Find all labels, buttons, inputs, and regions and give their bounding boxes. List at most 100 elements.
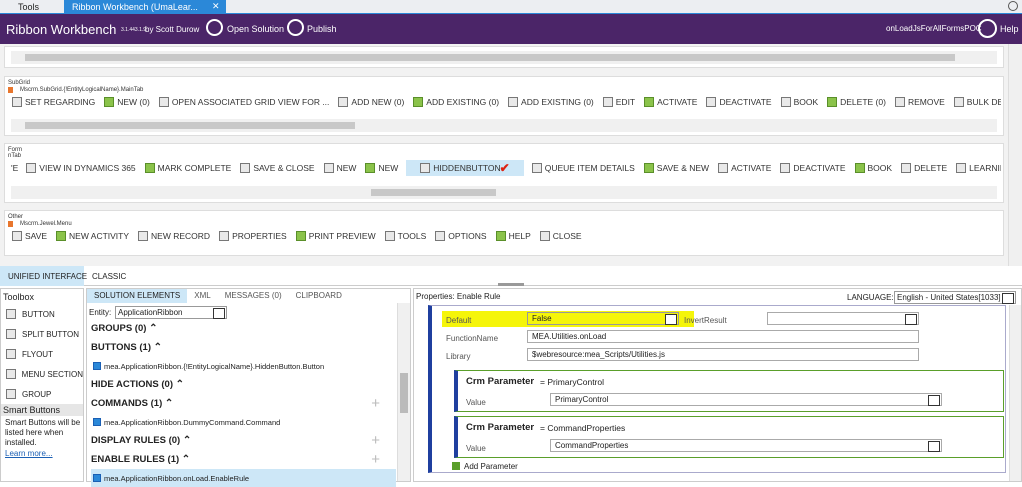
view-tab[interactable]: CLASSIC <box>92 272 127 281</box>
ribbon-button[interactable]: NEW <box>364 160 399 176</box>
menu-button[interactable] <box>1008 1 1018 11</box>
function-input[interactable]: MEA.Utilities.onLoad <box>527 330 919 343</box>
ribbon-button[interactable]: DEACTIVATE <box>779 160 846 176</box>
ribbon-button[interactable]: HIDDENBUTTON ✔ <box>406 160 524 176</box>
ribbon-button[interactable]: DELETE (0) <box>826 94 887 110</box>
solution-list: GROUPS (0) ⌃ BUTTONS (1) ⌃ mea.Application… <box>91 319 396 487</box>
ribbon-button[interactable]: ACTIVATE <box>643 94 698 110</box>
element-item[interactable]: mea.ApplicationRibbon.DummyCommand.Comma… <box>91 413 396 431</box>
open-solution[interactable]: Open Solution <box>227 24 285 34</box>
item-icon <box>93 418 101 426</box>
library-input[interactable]: $webresource:mea_Scripts/Utilities.js <box>527 348 919 361</box>
button-label: SAVE <box>25 231 48 241</box>
button-label: REMOVE <box>907 97 945 107</box>
default-select[interactable]: False <box>527 312 679 325</box>
add-button[interactable]: + <box>371 432 380 449</box>
v-scrollbar[interactable] <box>1008 44 1022 266</box>
help[interactable]: Help <box>1000 24 1019 34</box>
ribbon-button[interactable]: BULK DELETE <box>953 94 1001 110</box>
button-label: SET REGARDING <box>25 97 96 107</box>
element-item[interactable]: mea.ApplicationRibbon.{!EntityLogicalNam… <box>91 357 396 375</box>
help-icon[interactable] <box>978 19 997 38</box>
add-parameter[interactable]: Add Parameter <box>464 462 518 471</box>
ribbon-button[interactable]: ACTIVATE <box>717 160 772 176</box>
ribbon-button[interactable]: NEW ACTIVITY <box>55 228 130 244</box>
section-title: GROUPS (0) ⌃ <box>91 323 158 334</box>
language-select[interactable]: English - United States[1033] <box>894 291 1016 304</box>
ribbon-button[interactable]: OPEN ASSOCIATED GRID VIEW FOR ... <box>158 94 331 110</box>
v-scrollbar[interactable] <box>1009 305 1021 481</box>
ribbon-button[interactable]: EDIT <box>602 94 636 110</box>
ribbon-button[interactable]: VIEW IN DYNAMICS 365 <box>25 160 136 176</box>
active-tab[interactable]: Ribbon Workbench (UmaLear... ✕ <box>64 0 226 14</box>
splitter[interactable] <box>498 283 524 286</box>
ribbon-button[interactable]: NEW RECORD <box>137 228 211 244</box>
button-icon <box>384 231 395 241</box>
ribbon-button[interactable]: LEARNING PATH <box>955 160 1001 176</box>
ribbon-designer: SubGrid Mscrm.SubGrid.{!EntityLogicalNam… <box>0 44 1008 266</box>
button-label: MARK COMPLETE <box>157 163 232 173</box>
value-select[interactable]: PrimaryControl <box>550 393 942 406</box>
ribbon-button[interactable]: OPTIONS <box>434 228 487 244</box>
learn-more[interactable]: Learn more... <box>5 449 53 458</box>
ribbon-button[interactable]: SAVE & NEW <box>643 160 710 176</box>
ribbon-button[interactable]: PRINT PREVIEW <box>295 228 377 244</box>
invert-select[interactable] <box>767 312 919 325</box>
publish-icon[interactable] <box>287 19 304 36</box>
h-scrollbar[interactable] <box>11 51 997 64</box>
ribbon-button[interactable]: ADD EXISTING (0) <box>507 94 595 110</box>
open-icon[interactable] <box>206 19 223 36</box>
button-icon <box>295 231 306 241</box>
ribbon-button[interactable]: TOOLS <box>384 228 428 244</box>
tab-close[interactable]: ✕ <box>212 1 220 11</box>
ribbon-button[interactable]: NEW <box>323 160 358 176</box>
ribbon-button[interactable]: NEW (0) <box>103 94 151 110</box>
toolbox-item[interactable]: MENU SECTION <box>1 364 83 384</box>
toolbox-item[interactable]: GROUP <box>1 384 83 404</box>
button-label: DEACTIVATE <box>793 163 846 173</box>
button-label: PRINT PREVIEW <box>308 231 376 241</box>
item-label: BUTTON <box>22 309 55 319</box>
item-label: FLYOUT <box>22 349 53 359</box>
add-icon[interactable] <box>452 462 460 470</box>
solution-tab[interactable]: SOLUTION ELEMENTS <box>87 289 188 303</box>
section-header: GROUPS (0) ⌃ <box>91 319 396 338</box>
ribbon-button[interactable]: DEACTIVATE <box>705 94 772 110</box>
entity-select[interactable]: ApplicationRibbon <box>115 306 227 319</box>
ribbon-button[interactable]: ADD EXISTING (0) <box>412 94 500 110</box>
ribbon-button[interactable]: ADD NEW (0) <box>337 94 405 110</box>
value-select[interactable]: CommandProperties <box>550 439 942 452</box>
tools-tab[interactable]: Tools <box>18 2 40 12</box>
language-label: LANGUAGE: <box>847 293 894 302</box>
ribbon-button[interactable]: BOOK <box>854 160 894 176</box>
solution-tab[interactable]: XML <box>194 291 211 300</box>
ribbon-button[interactable]: DELETE <box>900 160 948 176</box>
smart-title: Smart Buttons <box>1 404 83 416</box>
button-icon <box>854 163 865 173</box>
publish[interactable]: Publish <box>307 24 337 34</box>
ribbon-button[interactable]: SET REGARDING <box>11 94 96 110</box>
ribbon-button[interactable]: MARK COMPLETE <box>144 160 233 176</box>
solution-tab[interactable]: CLIPBOARD <box>295 291 342 300</box>
add-button[interactable]: + <box>371 451 380 468</box>
entity-label: Entity: <box>89 308 112 317</box>
toolbox-item[interactable]: FLYOUT <box>1 344 83 364</box>
ribbon-button[interactable]: QUEUE ITEM DETAILS <box>531 160 636 176</box>
ribbon-button[interactable]: PROPERTIES <box>218 228 288 244</box>
ribbon-button[interactable]: REMOVE <box>894 94 946 110</box>
solution-tab[interactable]: MESSAGES (0) <box>224 291 282 300</box>
cut-label: 'E <box>11 163 19 173</box>
add-button[interactable]: + <box>371 395 380 412</box>
toolbox-item[interactable]: BUTTON <box>1 304 83 324</box>
v-scrollbar[interactable] <box>397 303 410 481</box>
h-scrollbar[interactable] <box>11 186 997 199</box>
toolbox-item[interactable]: SPLIT BUTTON <box>1 324 83 344</box>
ribbon-button[interactable]: SAVE & CLOSE <box>239 160 315 176</box>
ribbon-button[interactable]: BOOK <box>780 94 820 110</box>
h-scrollbar[interactable] <box>11 119 997 132</box>
ribbon-button[interactable]: HELP <box>495 228 532 244</box>
view-tab[interactable]: UNIFIED INTERFACE <box>0 266 87 286</box>
ribbon-button[interactable]: SAVE <box>11 228 48 244</box>
ribbon-button[interactable]: CLOSE <box>539 228 583 244</box>
element-item[interactable]: mea.ApplicationRibbon.onLoad.EnableRule <box>91 469 396 487</box>
